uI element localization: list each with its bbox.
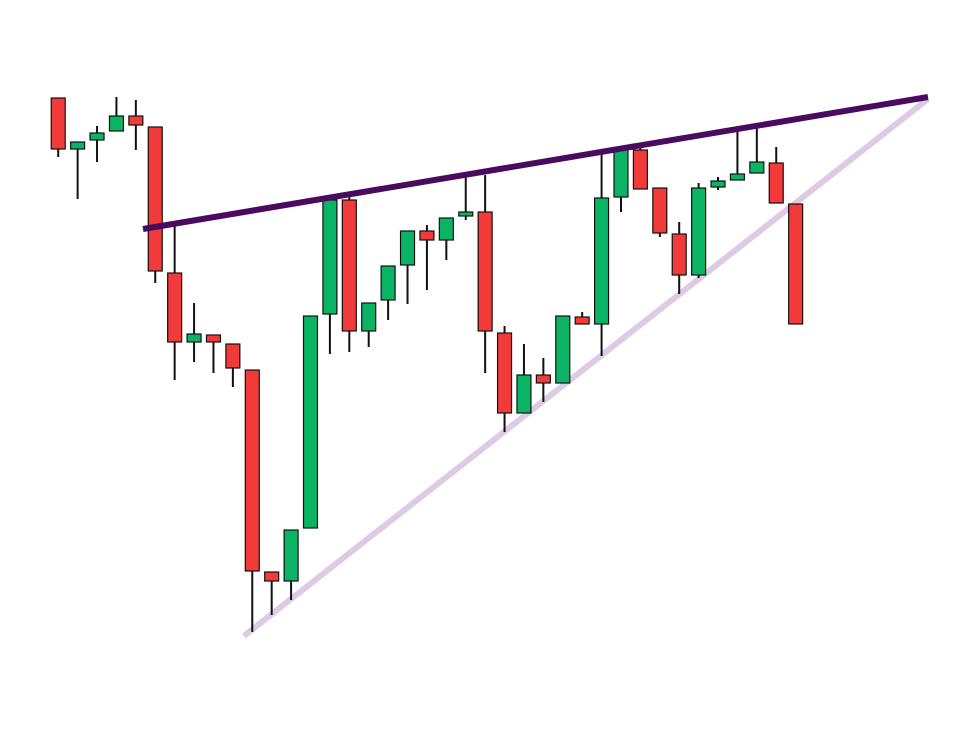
candle-body (574, 316, 590, 325)
candle-body (302, 315, 319, 529)
candle-body (671, 233, 687, 276)
candle-body (458, 211, 474, 217)
candle-body (438, 217, 454, 241)
candle-body (710, 180, 726, 188)
candle-body (419, 230, 435, 241)
trendline (242, 96, 930, 639)
candle-body (652, 187, 668, 234)
candle-body (477, 211, 493, 332)
candle-body (516, 374, 532, 414)
candle-body (50, 97, 66, 150)
candle-body (691, 187, 707, 276)
candle-body (128, 115, 144, 126)
candle-body (399, 230, 416, 266)
candle-body (361, 302, 377, 332)
candle-body (89, 132, 105, 141)
candle-body (283, 529, 299, 582)
candle-body (729, 173, 746, 181)
trendline (142, 94, 929, 232)
candle-body (749, 161, 765, 174)
candle-body (264, 571, 280, 582)
candle-body (496, 332, 513, 414)
candle-body (380, 265, 396, 301)
candle-body (147, 126, 163, 272)
candle-body (593, 197, 610, 325)
candle-body (788, 203, 804, 325)
candle-body (632, 149, 648, 190)
candle-body (535, 374, 551, 384)
candle-body (244, 369, 260, 572)
candle-body (108, 115, 125, 132)
candle-body (768, 162, 784, 204)
candle-body (322, 199, 338, 315)
candle-body (205, 334, 222, 343)
candle-body (186, 333, 202, 343)
candle-body (167, 272, 183, 343)
candle-body (70, 141, 86, 150)
candle-body (341, 199, 357, 332)
candle-body (225, 343, 241, 369)
candle-body (613, 149, 629, 198)
candle-body (555, 315, 571, 384)
